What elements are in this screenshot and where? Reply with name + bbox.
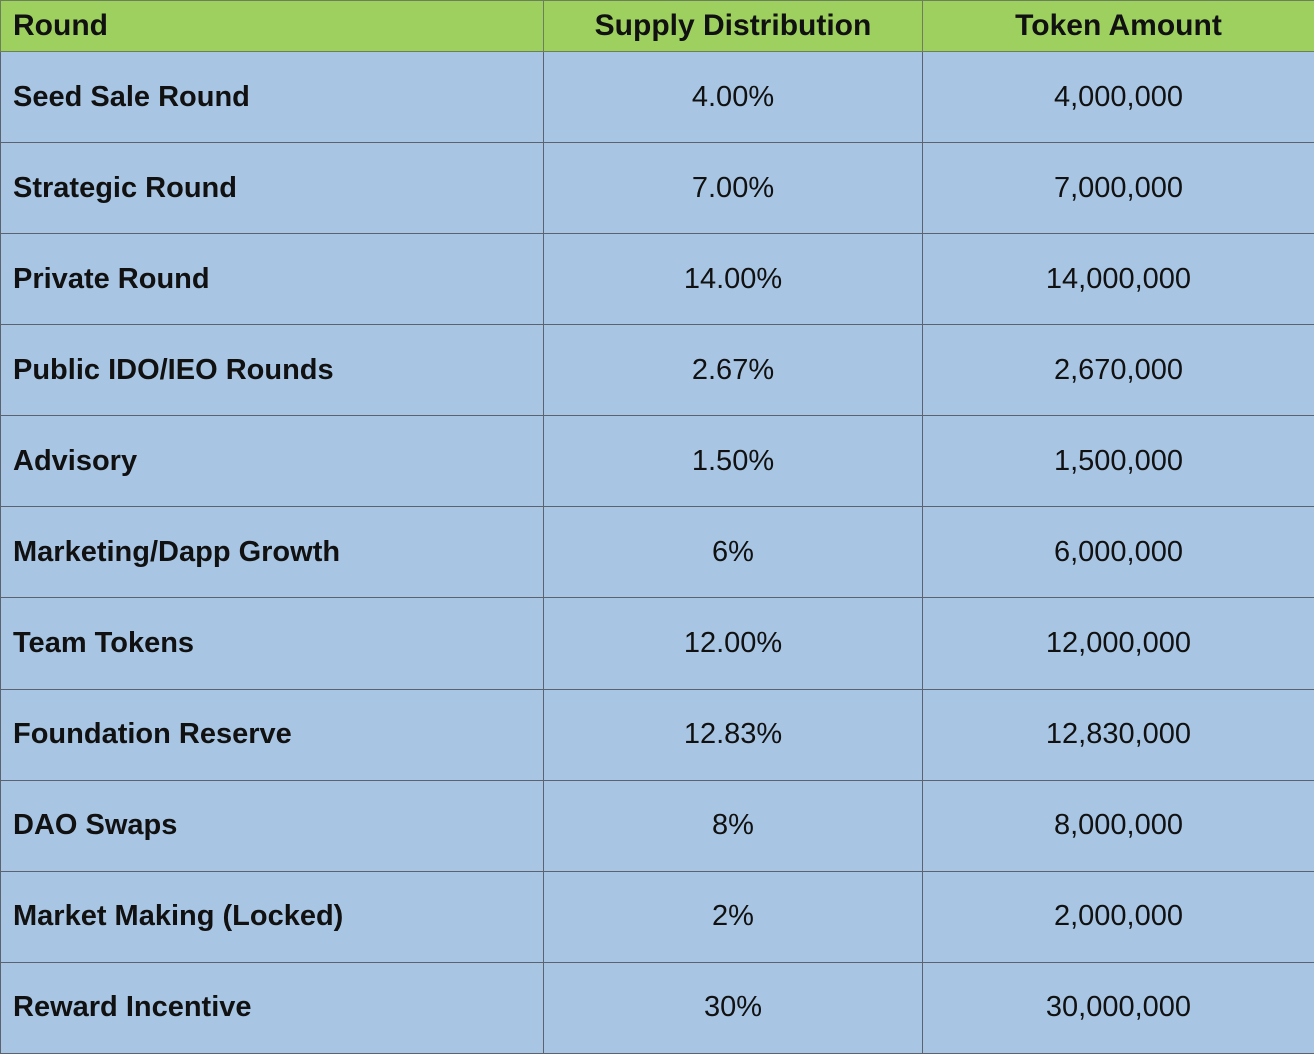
distribution-cell: 12.83% <box>543 688 923 781</box>
table-row: Advisory 1.50% 1,500,000 <box>0 415 1314 508</box>
round-cell: Strategic Round <box>0 142 544 235</box>
distribution-cell: 2% <box>543 870 923 963</box>
distribution-cell: 6% <box>543 506 923 599</box>
table-row: DAO Swaps 8% 8,000,000 <box>0 779 1314 872</box>
round-cell: Seed Sale Round <box>0 50 544 144</box>
round-cell: Private Round <box>0 233 544 326</box>
amount-cell: 4,000,000 <box>922 50 1314 144</box>
amount-cell: 7,000,000 <box>922 142 1314 235</box>
round-cell: Marketing/Dapp Growth <box>0 506 544 599</box>
header-cell: Token Amount <box>922 0 1314 52</box>
distribution-cell: 4.00% <box>543 50 923 144</box>
round-cell: Team Tokens <box>0 597 544 690</box>
amount-cell: 2,000,000 <box>922 870 1314 963</box>
distribution-cell: 14.00% <box>543 233 923 326</box>
round-cell: DAO Swaps <box>0 779 544 872</box>
table-row: Marketing/Dapp Growth 6% 6,000,000 <box>0 506 1314 599</box>
header-cell: Supply Distribution <box>543 0 923 52</box>
table-row: Public IDO/IEO Rounds 2.67% 2,670,000 <box>0 324 1314 417</box>
amount-cell: 6,000,000 <box>922 506 1314 599</box>
table-row: Team Tokens 12.00% 12,000,000 <box>0 597 1314 690</box>
distribution-cell: 7.00% <box>543 142 923 235</box>
round-cell: Reward Incentive <box>0 961 544 1054</box>
table-row: Strategic Round 7.00% 7,000,000 <box>0 142 1314 235</box>
amount-cell: 2,670,000 <box>922 324 1314 417</box>
table-row: Private Round 14.00% 14,000,000 <box>0 233 1314 326</box>
table-row: Foundation Reserve 12.83% 12,830,000 <box>0 688 1314 781</box>
round-cell: Market Making (Locked) <box>0 870 544 963</box>
amount-cell: 14,000,000 <box>922 233 1314 326</box>
amount-cell: 1,500,000 <box>922 415 1314 508</box>
distribution-cell: 8% <box>543 779 923 872</box>
table-row: Seed Sale Round 4.00% 4,000,000 <box>0 50 1314 144</box>
amount-cell: 12,000,000 <box>922 597 1314 690</box>
amount-cell: 30,000,000 <box>922 961 1314 1054</box>
round-cell: Foundation Reserve <box>0 688 544 781</box>
table-body: Seed Sale Round 4.00% 4,000,000 Strategic R… <box>0 50 1314 1054</box>
distribution-cell: 1.50% <box>543 415 923 508</box>
header-cell: Round <box>0 0 544 52</box>
round-cell: Advisory <box>0 415 544 508</box>
table-row: Reward Incentive 30% 30,000,000 <box>0 961 1314 1054</box>
round-cell: Public IDO/IEO Rounds <box>0 324 544 417</box>
distribution-cell: 12.00% <box>543 597 923 690</box>
table-row: Market Making (Locked) 2% 2,000,000 <box>0 870 1314 963</box>
amount-cell: 12,830,000 <box>922 688 1314 781</box>
amount-cell: 8,000,000 <box>922 779 1314 872</box>
distribution-cell: 30% <box>543 961 923 1054</box>
distribution-cell: 2.67% <box>543 324 923 417</box>
header-row: Round Supply Distribution Token Amount <box>0 0 1314 52</box>
